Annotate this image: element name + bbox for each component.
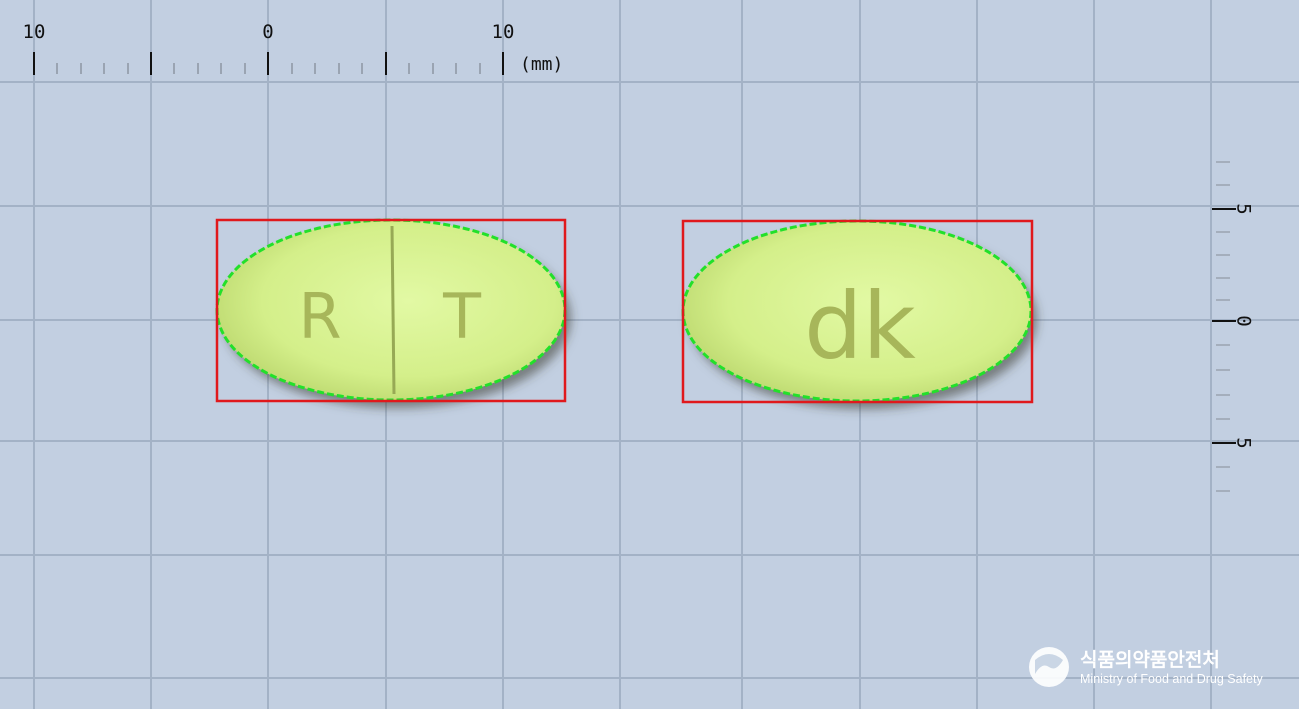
pill-front-score-line — [390, 225, 396, 395]
mfds-logo: 식품의약품안전처 Ministry of Food and Drug Safet… — [1029, 647, 1263, 687]
mfds-name-korean: 식품의약품안전처 — [1080, 649, 1220, 671]
ruler-label-zero: 0 — [262, 21, 273, 43]
pill-back-bounding-box — [681, 219, 1034, 404]
vruler-label-zero: 0 — [1233, 315, 1255, 326]
pill-back-imprint: dk — [804, 273, 916, 380]
ruler-label-left-10: 10 — [23, 21, 46, 43]
vruler-label-bottom-5: 5 — [1233, 437, 1255, 448]
ruler-unit-label: (mm) — [520, 54, 563, 75]
ruler-label-right-10: 10 — [492, 21, 515, 43]
mfds-name-english: Ministry of Food and Drug Safety — [1080, 672, 1263, 686]
pill-front-imprint-right: T — [442, 280, 482, 353]
pill-back-body — [683, 221, 1031, 401]
pill-front: R T — [215, 218, 567, 403]
pill-front-bounding-box — [215, 218, 567, 403]
pill-back: dk — [681, 219, 1034, 404]
horizontal-ruler: 10 0 10 (mm) — [23, 21, 563, 75]
vruler-label-top-5: 5 — [1233, 203, 1255, 214]
pill-front-body — [217, 220, 565, 400]
pill-front-imprint-left: R — [298, 280, 341, 353]
vertical-ruler: 5 0 5 — [1212, 161, 1255, 492]
